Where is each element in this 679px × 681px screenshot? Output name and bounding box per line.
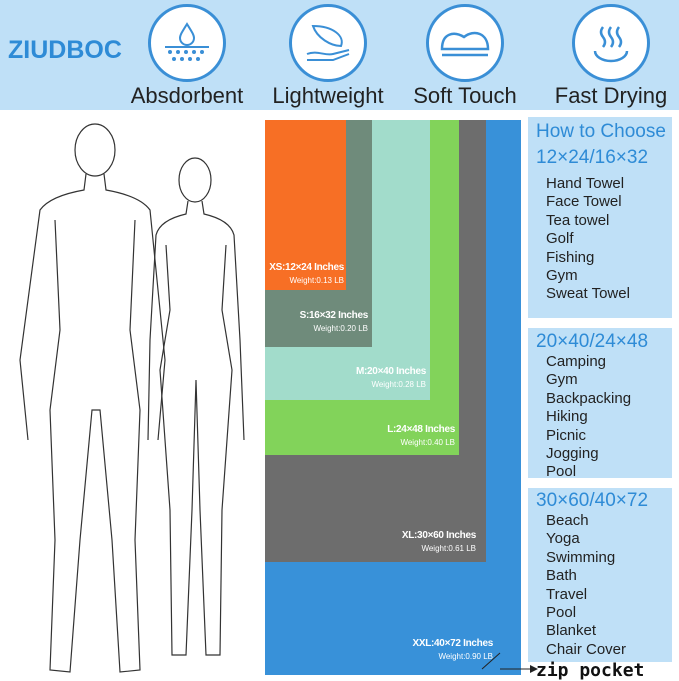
zip-pocket-label: zip pocket	[536, 660, 645, 681]
feature-label: Soft Touch	[413, 83, 517, 108]
group-heading: 12×24/16×32	[536, 147, 649, 168]
feature-label: Absdorbent	[130, 83, 244, 108]
guide-title: How to Choose	[536, 121, 666, 142]
list-item: Chair Cover	[546, 640, 627, 658]
list-item: Hand Towel	[546, 175, 625, 192]
size-label: XXL:40×72 Inches	[412, 638, 493, 649]
weight-label: Weight:0.61 LB	[421, 544, 476, 553]
size-label: XS:12×24 Inches	[269, 262, 344, 273]
weight-label: Weight:0.40 LB	[400, 438, 455, 447]
list-item: Pool	[546, 604, 577, 622]
size-label: XL:30×60 Inches	[401, 530, 476, 541]
feature-lightweight: Lightweight	[263, 4, 393, 109]
weight-label: Weight:0.13 LB	[289, 276, 344, 285]
size-xs-block: XS:12×24 Inches Weight:0.13 LB	[265, 120, 346, 290]
list-item: Camping	[546, 353, 607, 370]
list-item: Golf	[546, 230, 574, 248]
list-item: Swimming	[546, 548, 616, 566]
weight-label: Weight:0.90 LB	[438, 652, 493, 661]
weight-label: Weight:0.20 LB	[313, 324, 368, 333]
feature-soft-touch: Soft Touch	[400, 4, 530, 109]
size-label: S:16×32 Inches	[299, 310, 369, 321]
list-item: Pool	[546, 463, 577, 481]
brand-logo: ZIUDBOC	[8, 36, 122, 64]
feature-absorbent: Absdorbent	[122, 4, 252, 109]
guide-panel-small: How to Choose 12×24/16×32 Hand Towel Fac…	[528, 117, 672, 318]
list-item: Backpacking	[546, 389, 632, 407]
size-label: M:20×40 Inches	[355, 366, 426, 377]
list-item: Sweat Towel	[546, 285, 630, 303]
list-item: Blanket	[546, 622, 597, 640]
size-label: L:24×48 Inches	[387, 424, 455, 435]
list-item: Jogging	[546, 445, 599, 463]
feather-hand-icon	[289, 4, 367, 82]
group-heading: 30×60/40×72	[536, 490, 649, 511]
list-item: Travel	[546, 585, 588, 603]
feature-label: Lightweight	[272, 83, 384, 108]
steam-icon	[572, 4, 650, 82]
list-item: Gym	[546, 267, 578, 285]
list-item: Fishing	[546, 248, 595, 266]
weight-label: Weight:0.28 LB	[371, 380, 426, 389]
zip-pocket-arrow-icon	[481, 652, 538, 673]
guide-panel-large: 30×60/40×72 Beach Yoga Swimming Bath Tra…	[528, 488, 672, 662]
list-item: Bath	[546, 567, 577, 585]
feature-label: Fast Drying	[554, 83, 668, 108]
feature-banner: ZIUDBOC Absdorbent Lightweight Soft Touc…	[0, 0, 679, 110]
list-item: Hiking	[546, 408, 588, 426]
feature-fast-drying: Fast Drying	[546, 4, 676, 109]
water-drop-icon	[148, 4, 226, 82]
list-item: Picnic	[546, 426, 587, 444]
guide-panel-medium: 20×40/24×48 Camping Gym Backpacking Hiki…	[528, 328, 672, 481]
list-item: Gym	[546, 371, 578, 389]
list-item: Yoga	[546, 530, 580, 548]
list-item: Face Towel	[546, 193, 622, 211]
human-figures-illustration	[19, 123, 245, 673]
group-heading: 20×40/24×48	[536, 331, 649, 352]
list-item: Beach	[546, 512, 589, 529]
pillow-icon	[426, 4, 504, 82]
list-item: Tea towel	[546, 211, 610, 229]
